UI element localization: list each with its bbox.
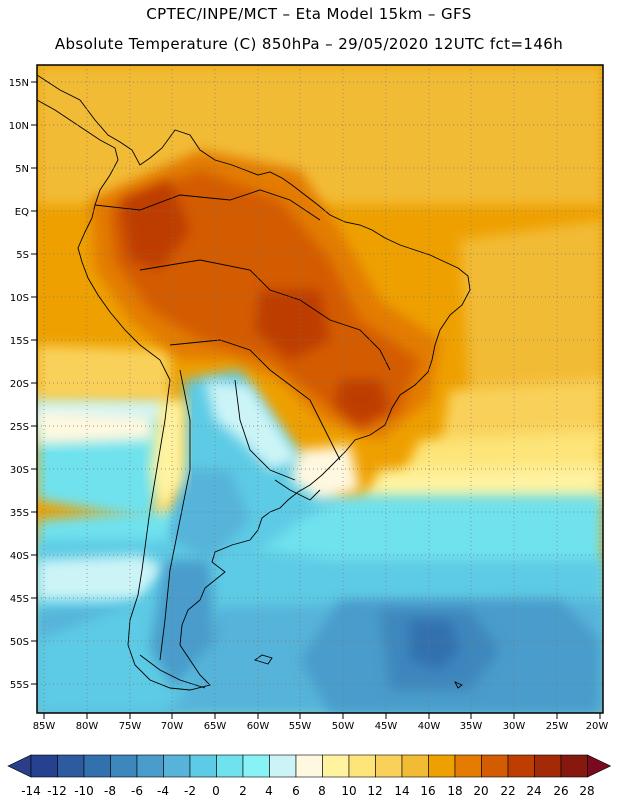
colorbar-label: -8 [104, 784, 116, 798]
lat-label: EQ [15, 207, 29, 218]
colorbar-swatch [30, 754, 58, 778]
colorbar-swatch [242, 754, 270, 778]
title-line-2: Absolute Temperature (C) 850hPa – 29/05/… [54, 35, 564, 53]
lon-label: 35W [460, 721, 483, 732]
lon-label: 60W [247, 721, 270, 732]
colorbar-label: 24 [526, 784, 541, 798]
colorbar-label: -6 [131, 784, 143, 798]
colorbar-swatch [163, 754, 191, 778]
colorbar-swatch [269, 754, 297, 778]
title-line-1: CPTEC/INPE/MCT – Eta Model 15km – GFS [146, 5, 472, 23]
colorbar-label: 10 [341, 784, 356, 798]
lon-label: 70W [161, 721, 184, 732]
colorbar-under-arrow [7, 754, 32, 778]
longitude-labels: 85W 80W 75W 70W 65W 60W 55W 50W 45W 40W … [33, 721, 609, 732]
colorbar-label: 16 [420, 784, 435, 798]
lat-label: 10N [9, 121, 29, 132]
colorbar-label: 6 [292, 784, 300, 798]
colorbar-label: -12 [47, 784, 67, 798]
colorbar-label: 8 [318, 784, 326, 798]
colorbar-label: 18 [447, 784, 462, 798]
colorbar-swatch [428, 754, 456, 778]
colorbar-label: 22 [500, 784, 515, 798]
colorbar-swatch [110, 754, 138, 778]
colorbar-label: 20 [473, 784, 488, 798]
colorbar-swatch [189, 754, 217, 778]
colorbar-label: -2 [184, 784, 196, 798]
colorbar [7, 754, 612, 778]
lat-label: 45S [10, 594, 29, 605]
lat-label: 40S [10, 551, 29, 562]
lon-label: 80W [76, 721, 99, 732]
lat-label: 30S [10, 465, 29, 476]
lat-label: 35S [10, 508, 29, 519]
colorbar-swatch [507, 754, 535, 778]
lat-label: 5N [15, 164, 29, 175]
lon-label: 30W [503, 721, 526, 732]
lat-label: 25S [10, 422, 29, 433]
colorbar-label: 28 [579, 784, 594, 798]
map-frame [36, 64, 604, 714]
latitude-labels: 15N 10N 5N EQ 5S 10S 15S 20S 25S 30S 35S… [9, 78, 29, 691]
lon-label: 75W [119, 721, 142, 732]
lat-label: 15N [9, 78, 29, 89]
colorbar-label: -10 [74, 784, 94, 798]
colorbar-swatch [375, 754, 403, 778]
colorbar-labels: -14 -12 -10 -8 -6 -4 -2 0 2 4 6 8 10 12 … [21, 784, 594, 798]
colorbar-swatch [322, 754, 350, 778]
lon-label: 55W [289, 721, 312, 732]
colorbar-swatch [136, 754, 164, 778]
colorbar-swatch [560, 754, 588, 778]
colorbar-swatch [534, 754, 562, 778]
lat-label: 50S [10, 637, 29, 648]
colorbar-label: -14 [21, 784, 41, 798]
colorbar-over-arrow [587, 754, 612, 778]
colorbar-swatch [295, 754, 323, 778]
colorbar-swatch [57, 754, 85, 778]
temperature-field [37, 65, 603, 713]
colorbar-label: 14 [394, 784, 409, 798]
colorbar-label: 4 [265, 784, 273, 798]
lon-label: 50W [332, 721, 355, 732]
lon-label: 20W [586, 721, 609, 732]
lat-label: 5S [16, 250, 29, 261]
colorbar-label: -4 [157, 784, 169, 798]
lon-label: 45W [375, 721, 398, 732]
colorbar-swatch [348, 754, 376, 778]
colorbar-label: 26 [553, 784, 568, 798]
colorbar-swatch [481, 754, 509, 778]
lat-label: 20S [10, 379, 29, 390]
colorbar-label: 2 [239, 784, 247, 798]
lon-label: 65W [204, 721, 227, 732]
lat-label: 10S [10, 293, 29, 304]
lat-label: 55S [10, 680, 29, 691]
colorbar-swatch [216, 754, 244, 778]
lat-label: 15S [10, 336, 29, 347]
lon-label: 25W [546, 721, 569, 732]
graticule [37, 65, 603, 713]
colorbar-swatch [401, 754, 429, 778]
colorbar-swatch [454, 754, 482, 778]
colorbar-swatch [83, 754, 111, 778]
colorbar-label: 0 [212, 784, 220, 798]
lon-label: 85W [33, 721, 56, 732]
lon-label: 40W [418, 721, 441, 732]
colorbar-label: 12 [367, 784, 382, 798]
coastlines [37, 74, 471, 691]
